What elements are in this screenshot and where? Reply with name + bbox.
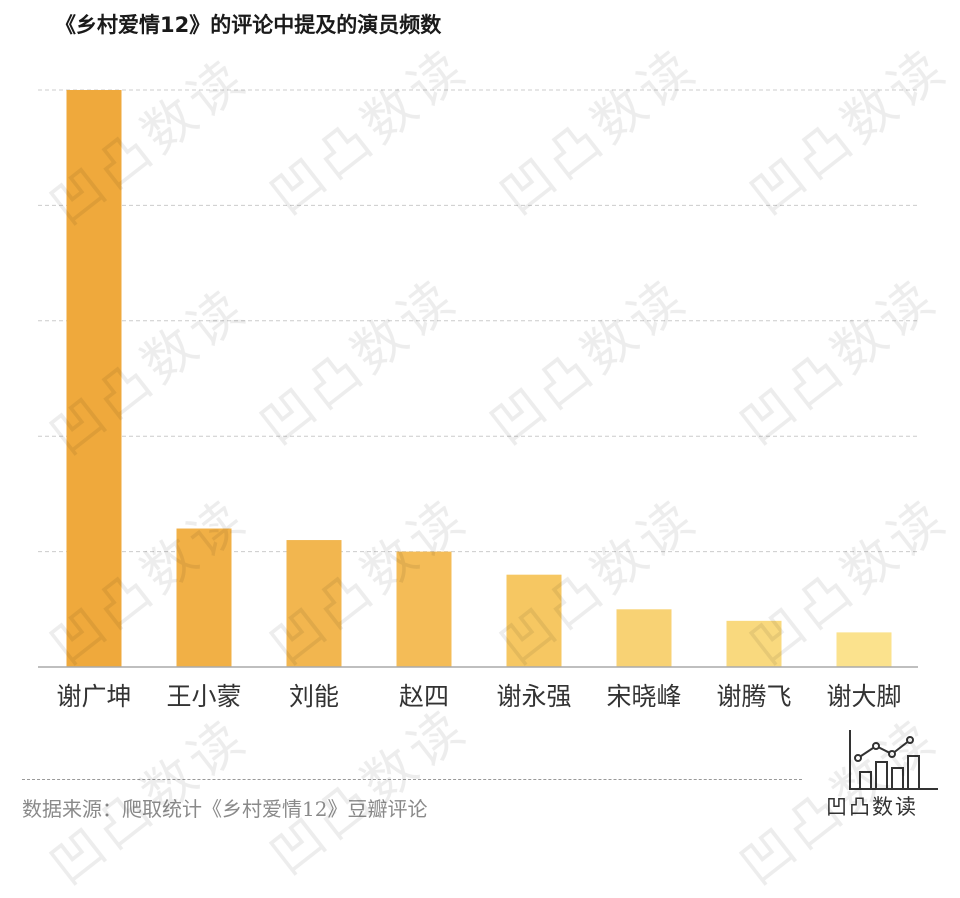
bar-chart: 谢广坤 王小蒙 刘能 赵四 谢永强 宋晓峰 谢腾飞 谢大脚: [38, 89, 918, 711]
x-tick-labels: 谢广坤 王小蒙 刘能 赵四 谢永强 宋晓峰 谢腾飞 谢大脚: [56, 682, 901, 711]
bar-8: [836, 632, 892, 667]
bar-1: [66, 90, 122, 667]
bar-2: [176, 528, 232, 667]
x-tick-label: 谢广坤: [56, 682, 131, 711]
x-tick-label: 王小蒙: [166, 682, 241, 711]
x-tick-label: 谢永强: [496, 682, 571, 711]
x-tick-label: 赵四: [399, 682, 449, 711]
x-tick-label: 刘能: [289, 682, 339, 711]
source-note: 数据来源：爬取统计《乡村爱情12》豆瓣评论: [22, 797, 428, 821]
x-tick-label: 谢大脚: [826, 682, 901, 711]
bar-5: [506, 574, 562, 667]
brand-logo: 凹凸数读: [826, 728, 944, 828]
footer-divider: [22, 779, 802, 780]
chart-title: 《乡村爱情12》的评论中提及的演员频数: [55, 13, 442, 37]
bar-7: [726, 620, 782, 667]
bar-4: [396, 551, 452, 667]
bars: [66, 90, 892, 667]
bar-3: [286, 540, 342, 667]
brand-name: 凹凸数读: [826, 795, 918, 819]
bar-6: [616, 609, 672, 667]
bar-line-chart-logo-icon: [849, 730, 938, 790]
x-tick-label: 谢腾飞: [716, 682, 791, 711]
x-tick-label: 宋晓峰: [606, 682, 681, 711]
gridlines: [38, 89, 918, 553]
